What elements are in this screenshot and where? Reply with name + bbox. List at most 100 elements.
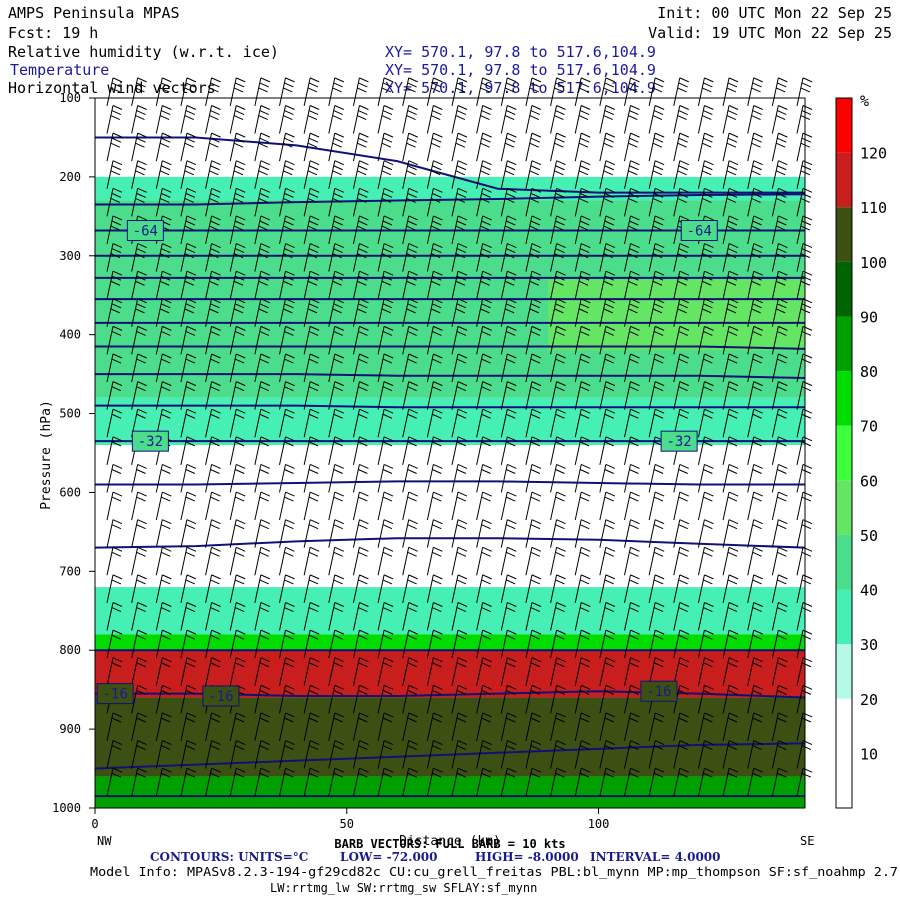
wind-barb	[303, 519, 320, 548]
barb-feather	[703, 165, 713, 171]
barb-staff	[648, 77, 656, 106]
wind-barb	[599, 353, 616, 383]
wind-barb	[648, 519, 665, 548]
barb-feather	[137, 712, 147, 718]
barb-feather	[506, 579, 516, 585]
barb-feather	[604, 192, 614, 198]
barb-feather	[727, 358, 738, 364]
wind-barb	[771, 740, 788, 769]
barb-staff	[747, 381, 755, 410]
barb-feather	[111, 330, 122, 336]
barb-feather	[457, 519, 468, 525]
barb-staff	[254, 519, 262, 548]
barb-feather	[555, 303, 565, 309]
wind-barb	[673, 187, 689, 217]
barb-feather	[283, 115, 293, 121]
wind-barb	[377, 77, 394, 106]
barb-feather	[111, 551, 122, 557]
barb-feather	[603, 225, 613, 231]
barb-feather	[185, 192, 196, 198]
barb-feather	[383, 684, 394, 690]
barb-feather	[455, 170, 466, 176]
barb-feather	[605, 436, 616, 442]
barb-feather	[506, 220, 516, 226]
barb-feather	[334, 740, 344, 746]
barb-staff	[303, 712, 311, 742]
barb-feather	[555, 275, 565, 281]
barb-feather	[556, 215, 566, 221]
barb-feather	[556, 629, 566, 635]
barb-feather	[630, 767, 640, 773]
wind-barb	[673, 712, 689, 742]
wind-barb	[525, 160, 542, 189]
barb-staff	[205, 436, 213, 465]
wind-barb	[771, 546, 788, 576]
barb-staff	[771, 491, 779, 521]
barb-feather	[507, 298, 517, 304]
barb-feather	[260, 657, 271, 663]
barb-staff	[771, 298, 779, 327]
wind-barb	[697, 629, 714, 659]
wind-barb	[352, 325, 369, 355]
wind-barb	[352, 436, 369, 465]
barb-staff	[303, 657, 311, 686]
barb-staff	[747, 491, 755, 521]
barb-feather	[135, 253, 145, 259]
colorbar-segment	[836, 589, 852, 645]
barb-feather	[579, 634, 590, 640]
barb-staff	[328, 602, 336, 631]
wind-barb	[352, 381, 369, 410]
barb-feather	[259, 137, 269, 143]
barb-feather	[507, 519, 517, 525]
barb-staff	[131, 768, 139, 797]
wind-barb	[574, 408, 591, 438]
barb-staff	[131, 712, 139, 742]
barb-feather	[161, 717, 171, 723]
barb-staff	[722, 464, 730, 493]
wind-barb	[180, 463, 197, 493]
barb-feather	[480, 280, 490, 286]
barb-feather	[457, 215, 468, 221]
wind-barb	[451, 408, 468, 438]
barb-staff	[574, 271, 582, 300]
barb-feather	[430, 308, 441, 314]
barb-staff	[599, 215, 607, 245]
wind-barb	[500, 187, 517, 217]
barb-feather	[432, 551, 442, 557]
barb-staff	[697, 740, 705, 769]
barb-feather	[751, 308, 761, 314]
barb-staff	[180, 685, 188, 714]
barb-staff	[377, 326, 385, 355]
barb-feather	[703, 717, 713, 723]
barb-staff	[377, 657, 385, 686]
barb-feather	[309, 353, 320, 359]
barb-staff	[476, 105, 484, 134]
barb-feather	[752, 386, 762, 392]
barb-feather	[184, 225, 194, 231]
barb-feather	[778, 740, 788, 746]
barb-feather	[703, 579, 713, 585]
wind-barb	[352, 657, 369, 686]
wind-barb	[328, 629, 344, 659]
barb-feather	[775, 87, 786, 93]
barb-feather	[112, 187, 123, 193]
wind-barb	[624, 187, 640, 217]
model-title: AMPS Peninsula MPAS	[8, 4, 180, 22]
isotherm-8	[95, 373, 806, 380]
barb-feather	[382, 82, 393, 88]
wind-barb	[229, 187, 246, 217]
barb-feather	[506, 165, 516, 171]
barb-feather	[629, 662, 639, 668]
wind-barb	[550, 436, 566, 465]
isotherm-9	[95, 404, 805, 409]
barb-feather	[234, 469, 245, 474]
barb-staff	[106, 188, 114, 217]
barb-feather	[209, 225, 219, 231]
field-xy-temperature: XY= 570.1, 97.8 to 517.6,104.9	[385, 61, 656, 79]
barb-staff	[155, 740, 163, 769]
barb-feather	[752, 662, 762, 668]
barb-staff	[574, 381, 582, 410]
barb-feather	[185, 220, 196, 226]
barb-feather	[359, 270, 369, 276]
barb-feather	[407, 330, 417, 336]
